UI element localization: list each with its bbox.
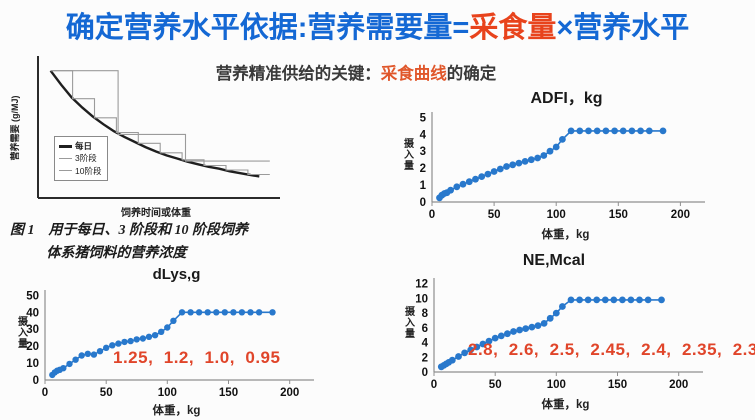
svg-text:0: 0: [431, 379, 437, 391]
legend-label: 每日: [75, 141, 93, 151]
svg-text:入: 入: [404, 149, 414, 161]
figure-caption-line2: 体系猪饲料的营养浓度: [46, 246, 187, 262]
svg-text:150: 150: [609, 209, 628, 221]
phase-feeding-plot: 饲养时间或体重 营养需要 (g/MJ): [6, 50, 298, 220]
svg-text:0: 0: [33, 375, 39, 387]
svg-text:0: 0: [420, 197, 426, 209]
legend-label: 3阶段: [75, 153, 97, 164]
svg-text:50: 50: [488, 209, 501, 221]
ne-chart: NE,Mcal 0 50 100 150 200 0 2 4 6 8 10 12 体重，kg 摄入量 2.…: [392, 252, 755, 420]
svg-text:50: 50: [100, 387, 113, 399]
svg-text:50: 50: [489, 379, 502, 391]
svg-text:50: 50: [26, 290, 39, 302]
svg-text:100: 100: [547, 379, 566, 391]
svg-text:5: 5: [420, 112, 427, 124]
page-title: 确定营养水平依据:营养需要量=采食量×营养水平: [0, 4, 755, 46]
phase-feeding-legend: 每日 3阶段 10阶段: [54, 136, 109, 181]
svg-text:12: 12: [415, 279, 428, 291]
ne-level-annotation: 2.8, 2.6, 2.5, 2.45, 2.4, 2.35, 2.3: [468, 340, 755, 359]
svg-text:100: 100: [158, 387, 177, 399]
daily-line-swatch: [59, 144, 72, 148]
svg-text:10: 10: [26, 358, 39, 370]
svg-text:0: 0: [42, 387, 48, 399]
svg-text:6: 6: [422, 323, 428, 335]
dlys-level-annotation: 1.25, 1.2, 1.0, 0.95: [113, 348, 281, 367]
svg-text:摄: 摄: [405, 305, 416, 318]
figure-caption-line1: 图 1 用于每日、3 阶段和 10 阶段饲养: [10, 223, 248, 238]
ne-plot: 0 50 100 150 200 0 2 4 6 8 10 12 体重，kg 摄入量: [392, 272, 752, 412]
ne-chart-title: NE,Mcal: [522, 252, 586, 269]
three-stage-line-swatch: [59, 157, 72, 159]
svg-text:0: 0: [429, 209, 435, 221]
svg-text:量: 量: [18, 337, 28, 350]
svg-text:饲养时间或体重: 饲养时间或体重: [120, 206, 191, 219]
figure-caption: 图 1 用于每日、3 阶段和 10 阶段饲养 体系猪饲料的营养浓度: [10, 219, 330, 265]
svg-text:入: 入: [405, 317, 415, 329]
subtitle-text-main: 营养精准供给的关键：: [215, 65, 381, 83]
title-text-accent: 采食量: [469, 12, 557, 44]
svg-text:30: 30: [26, 324, 39, 336]
svg-text:体重，kg: 体重，kg: [542, 227, 590, 241]
title-text-tail: ×营养水平: [556, 12, 690, 44]
adfi-chart: ADFI，kg 0 50 100 150 200 0 1 2 3 4 5 体重，kg 摄入量: [392, 84, 727, 246]
subtitle: 营养精准供给的关键：采食曲线的确定: [0, 60, 712, 84]
svg-text:1: 1: [420, 180, 427, 192]
dlys-plot: 0 50 100 150 200 0 10 20 30 40 50 体重，kg 摄入量: [8, 286, 323, 418]
dlys-chart-title: dLys,g: [152, 266, 201, 283]
svg-text:量: 量: [405, 327, 415, 340]
svg-text:10: 10: [415, 293, 428, 305]
phase-feeding-figure: 饲养时间或体重 营养需要 (g/MJ) 每日 3阶段 10阶段: [6, 50, 298, 222]
svg-text:40: 40: [26, 307, 39, 319]
svg-text:8: 8: [422, 308, 429, 320]
svg-text:150: 150: [608, 379, 627, 391]
subtitle-text-accent: 采食曲线: [380, 65, 447, 83]
svg-text:200: 200: [280, 387, 299, 399]
svg-text:2: 2: [422, 352, 428, 364]
svg-text:量: 量: [404, 159, 414, 172]
legend-item-10stage: 10阶段: [59, 165, 101, 177]
svg-text:摄: 摄: [404, 137, 415, 150]
ten-stage-line-swatch: [59, 170, 72, 172]
svg-text:入: 入: [18, 327, 28, 339]
svg-text:4: 4: [420, 129, 427, 141]
svg-text:营养需要 (g/MJ): 营养需要 (g/MJ): [9, 96, 20, 161]
legend-item-daily: 每日: [59, 140, 101, 152]
subtitle-text-tail: 的确定: [446, 65, 497, 83]
legend-label: 10阶段: [75, 165, 102, 176]
legend-item-3stage: 3阶段: [59, 152, 101, 164]
svg-text:4: 4: [422, 338, 429, 350]
svg-text:2: 2: [420, 163, 426, 175]
svg-text:3: 3: [420, 146, 426, 158]
adfi-chart-title: ADFI，kg: [530, 90, 603, 107]
svg-text:200: 200: [671, 209, 690, 221]
svg-text:0: 0: [422, 367, 428, 379]
svg-text:体重，kg: 体重，kg: [153, 403, 201, 417]
svg-text:摄: 摄: [18, 315, 29, 328]
svg-text:150: 150: [219, 387, 238, 399]
adfi-plot: 0 50 100 150 200 0 1 2 3 4 5 体重，kg 摄入量: [392, 104, 727, 242]
svg-text:200: 200: [669, 379, 688, 391]
svg-text:20: 20: [26, 341, 39, 353]
dlys-chart: dLys,g 0 50 100 150 200 0 10 20 30 40 50 体重，kg 摄入量 1…: [8, 266, 323, 418]
title-text-main: 确定营养水平依据:营养需要量=: [65, 12, 470, 44]
svg-text:100: 100: [547, 209, 566, 221]
svg-text:体重，kg: 体重，kg: [542, 397, 590, 411]
